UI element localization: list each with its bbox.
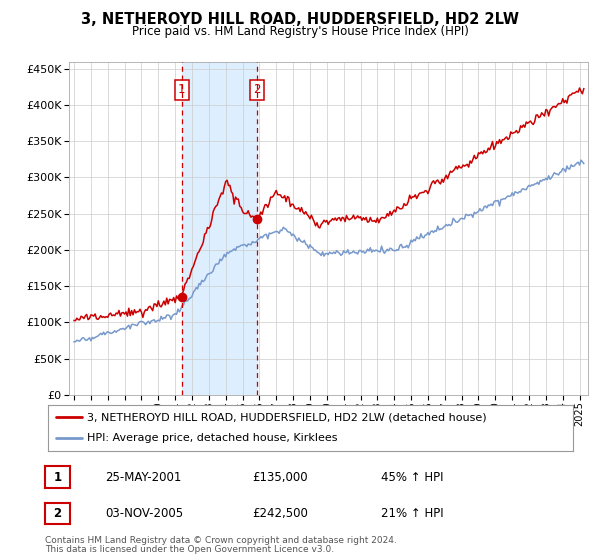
Text: HPI: Average price, detached house, Kirklees: HPI: Average price, detached house, Kirk… [88, 433, 338, 444]
Text: 25-MAY-2001: 25-MAY-2001 [105, 470, 181, 484]
Bar [182, 62, 257, 395]
Text: Price paid vs. HM Land Registry's House Price Index (HPI): Price paid vs. HM Land Registry's House … [131, 25, 469, 38]
Text: 1: 1 [53, 470, 62, 484]
Text: 3, NETHEROYD HILL ROAD, HUDDERSFIELD, HD2 2LW (detached house): 3, NETHEROYD HILL ROAD, HUDDERSFIELD, HD… [88, 412, 487, 422]
Text: 3, NETHEROYD HILL ROAD, HUDDERSFIELD, HD2 2LW: 3, NETHEROYD HILL ROAD, HUDDERSFIELD, HD… [81, 12, 519, 27]
Text: 45% ↑ HPI: 45% ↑ HPI [381, 470, 443, 484]
Text: 2: 2 [253, 83, 260, 96]
Text: £135,000: £135,000 [252, 470, 308, 484]
Text: £242,500: £242,500 [252, 507, 308, 520]
Text: Contains HM Land Registry data © Crown copyright and database right 2024.: Contains HM Land Registry data © Crown c… [45, 536, 397, 545]
Text: 03-NOV-2005: 03-NOV-2005 [105, 507, 183, 520]
Text: 21% ↑ HPI: 21% ↑ HPI [381, 507, 443, 520]
Text: 2: 2 [53, 507, 62, 520]
Text: This data is licensed under the Open Government Licence v3.0.: This data is licensed under the Open Gov… [45, 545, 334, 554]
Text: 1: 1 [178, 83, 185, 96]
